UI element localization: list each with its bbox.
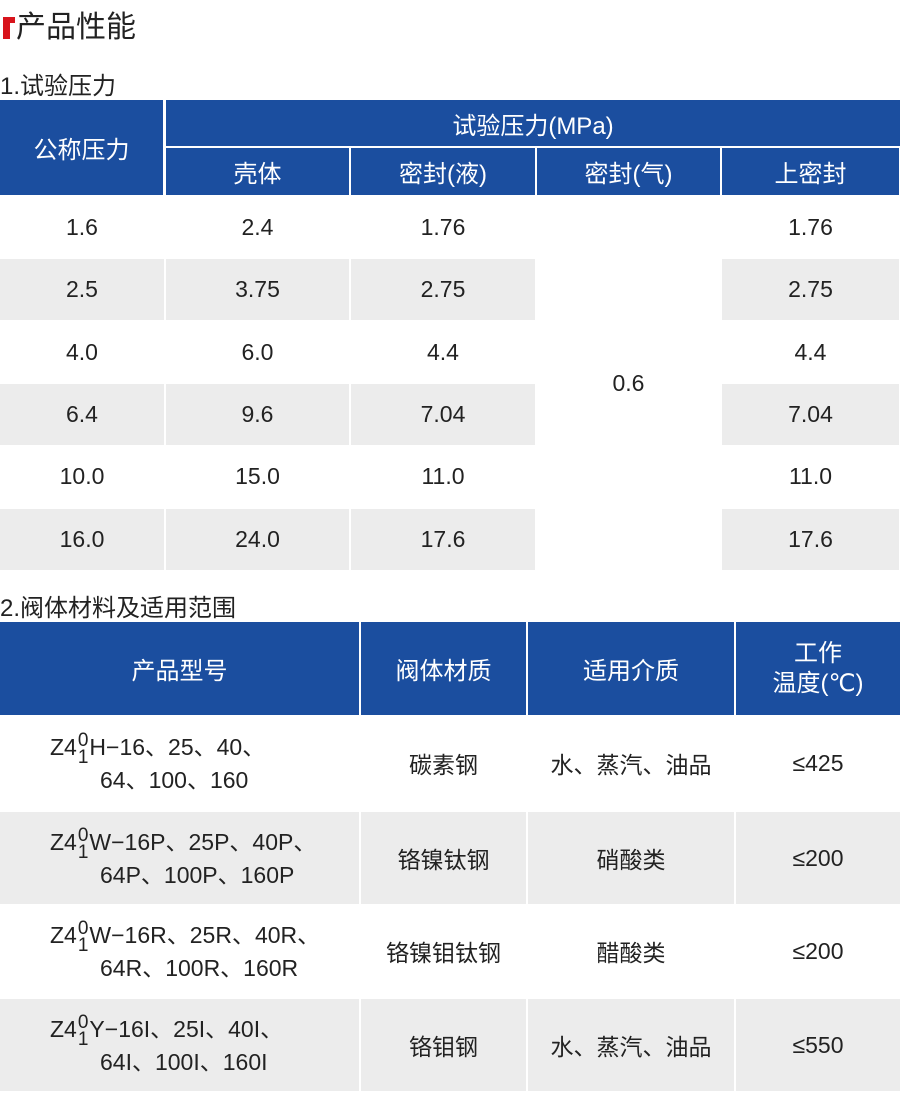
header-cell: 上密封 bbox=[722, 148, 899, 195]
table-cell: 2.4 bbox=[241, 214, 274, 240]
header-cell: 试验压力(MPa) bbox=[166, 100, 900, 146]
model-line: Z4 0 1 H−16、25、40、 bbox=[50, 730, 266, 768]
model-text: H−16、25、40、 bbox=[89, 734, 266, 761]
table-cell: ≤200 bbox=[736, 812, 900, 904]
section-heading: 2.阀体材料及适用范围 bbox=[0, 595, 237, 622]
table-cell: 16.0 bbox=[0, 508, 164, 570]
table-cell: 15.0 bbox=[235, 463, 280, 490]
model-cell: Z4 0 1 Y−16I、25I、40I、 64I、100I、160I bbox=[0, 999, 359, 1091]
model-prefix: Z4 bbox=[50, 829, 77, 856]
header-cell: 工作 温度(℃) bbox=[736, 622, 900, 715]
table-cell: 2.75 bbox=[722, 259, 899, 321]
header-cell: 适用介质 bbox=[528, 622, 734, 715]
header-text: 温度(℃) bbox=[772, 669, 864, 697]
header-cell: 壳体 bbox=[166, 148, 349, 195]
model-sup: 0 bbox=[77, 730, 89, 751]
model-sub: 1 bbox=[77, 935, 89, 956]
model-line: Z4 0 1 W−16R、25R、40R、 bbox=[50, 918, 321, 956]
table-cell: ≤200 bbox=[792, 937, 844, 964]
table-cell: 3.75 bbox=[166, 259, 349, 321]
model-cell: Z4 0 1 W−16P、25P、40P、 64P、100P、160P bbox=[0, 812, 359, 904]
model-sub: 1 bbox=[77, 747, 89, 768]
model-cell: Z4 0 1 H−16、25、40、 64、100、160 bbox=[0, 717, 359, 809]
model-prefix: Z4 bbox=[50, 922, 77, 949]
model-line: Z4 0 1 W−16P、25P、40P、 bbox=[50, 825, 317, 863]
page-title: 产品性能 bbox=[16, 11, 136, 44]
table-cell: 0.6 bbox=[612, 370, 645, 396]
table-cell: 17.6 bbox=[722, 508, 899, 570]
table-cell: 醋酸类 bbox=[596, 940, 666, 966]
table-cell: 7.04 bbox=[351, 383, 535, 445]
table-cell: 碳素钢 bbox=[409, 752, 478, 778]
table-cell: 11.0 bbox=[788, 463, 833, 490]
table-cell: 铬镍钛钢 bbox=[361, 812, 526, 904]
title-mark-top bbox=[3, 17, 15, 23]
title-mark bbox=[3, 17, 10, 39]
header-cell: 产品型号 bbox=[0, 622, 359, 715]
table-cell: 4.0 bbox=[66, 338, 98, 365]
table-cell: 铬钼钢 bbox=[361, 999, 526, 1091]
table-cell: 铬镍钼钛钢 bbox=[386, 940, 501, 966]
header-text: 工作 bbox=[794, 639, 842, 667]
model-prefix: Z4 bbox=[50, 734, 77, 761]
table-cell: 24.0 bbox=[166, 508, 349, 570]
table-cell: 水、蒸汽、油品 bbox=[550, 752, 712, 778]
table-cell: 硝酸类 bbox=[528, 812, 734, 904]
table-cell: 4.4 bbox=[794, 338, 827, 365]
table-cell: 6.0 bbox=[241, 338, 274, 365]
header-cell: 公称压力 bbox=[0, 100, 163, 195]
model-sub: 1 bbox=[77, 842, 89, 863]
table-cell: 17.6 bbox=[351, 508, 535, 570]
model-text: W−16P、25P、40P、 bbox=[89, 829, 317, 856]
model-prefix: Z4 bbox=[50, 1016, 77, 1043]
table-cell: ≤425 bbox=[792, 749, 844, 776]
model-sup: 0 bbox=[77, 1012, 89, 1033]
table-cell: 2.75 bbox=[351, 259, 535, 321]
table-cell: 7.04 bbox=[722, 383, 899, 445]
model-line: 64I、100I、160I bbox=[100, 1049, 268, 1075]
model-sup: 0 bbox=[77, 825, 89, 846]
model-cell: Z4 0 1 W−16R、25R、40R、 64R、100R、160R bbox=[0, 905, 359, 997]
header-cell: 密封(气) bbox=[537, 148, 720, 195]
table-cell: 11.0 bbox=[421, 463, 465, 490]
model-sub: 1 bbox=[77, 1029, 89, 1050]
table-cell: 4.4 bbox=[427, 338, 459, 365]
model-line: 64、100、160 bbox=[100, 767, 249, 793]
model-text: W−16R、25R、40R、 bbox=[89, 922, 321, 949]
model-sup: 0 bbox=[77, 918, 89, 939]
model-line: 64R、100R、160R bbox=[100, 955, 299, 981]
model-line: Z4 0 1 Y−16I、25I、40I、 bbox=[50, 1012, 284, 1050]
table-cell: 9.6 bbox=[166, 383, 349, 445]
table-cell: ≤550 bbox=[736, 999, 900, 1091]
model-text: Y−16I、25I、40I、 bbox=[89, 1016, 284, 1043]
table-cell: 1.6 bbox=[66, 214, 98, 240]
table-cell: 1.76 bbox=[788, 214, 833, 240]
table-cell: 水、蒸汽、油品 bbox=[528, 999, 734, 1091]
section-heading: 1.试验压力 bbox=[0, 73, 117, 100]
table-cell: 10.0 bbox=[59, 463, 105, 490]
model-line: 64P、100P、160P bbox=[100, 862, 295, 888]
header-cell: 阀体材质 bbox=[361, 622, 526, 715]
table-cell: 2.5 bbox=[0, 259, 164, 321]
header-cell: 密封(液) bbox=[351, 148, 535, 195]
table-cell: 6.4 bbox=[0, 383, 164, 445]
table-cell: 1.76 bbox=[420, 214, 466, 240]
